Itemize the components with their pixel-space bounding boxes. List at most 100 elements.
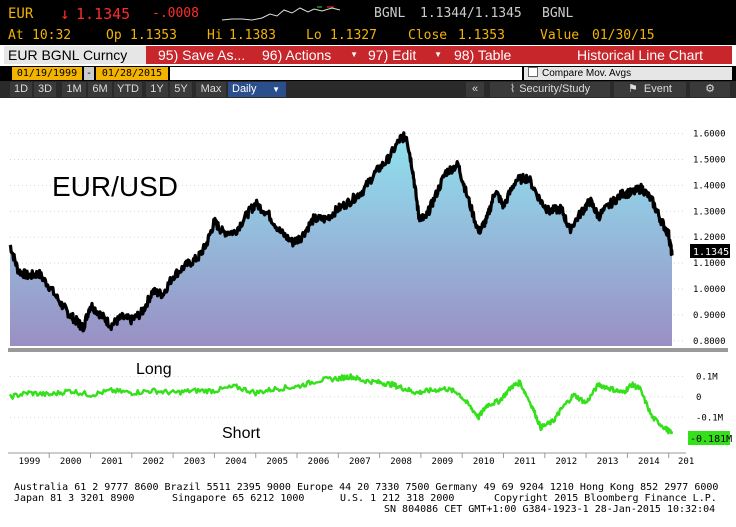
high-label: Hi (207, 28, 223, 43)
source-label-2: BGNL (542, 6, 574, 21)
footer-singapore: Singapore 65 6212 1000 (172, 493, 305, 504)
lower-y-tick-label: 0.1M (696, 372, 718, 382)
x-axis-year-label: 2012 (555, 457, 577, 464)
x-axis-year-label: 2011 (514, 457, 536, 464)
upper-y-tick-label: 1.5000 (693, 155, 726, 165)
period-6m[interactable]: 6M (88, 82, 112, 97)
lower-y-tick-label: 0 (696, 393, 701, 403)
frequency-dropdown[interactable]: Daily ▼ (228, 82, 286, 97)
date-separator: - (84, 67, 94, 80)
last-position-marker-label: -0.181M (690, 434, 732, 445)
date-spacer (170, 67, 522, 80)
period-1y[interactable]: 1Y (146, 82, 168, 97)
chart-type-title: Historical Line Chart (548, 46, 732, 64)
price-area-fill (10, 132, 672, 346)
end-date-field[interactable]: 01/28/2015 (96, 67, 168, 80)
last-price: 1.1345 (76, 5, 131, 23)
x-axis-year-label: 2013 (597, 457, 619, 464)
x-axis-year-label: 2002 (142, 457, 164, 464)
save-as-button[interactable]: 95) Save As... (146, 46, 266, 64)
security-study-button[interactable]: ⌇ Security/Study (490, 82, 610, 97)
x-axis-year-label: 2009 (432, 457, 454, 464)
period-1d[interactable]: 1D (10, 82, 32, 97)
close-value: 1.1353 (458, 28, 505, 43)
edit-dropdown-icon: ▼ (434, 50, 442, 59)
chart-svg[interactable]: EUR/USD 0.8000 0.9000 1.0000 1.1000 1.2000 1.… (0, 98, 736, 467)
bid-ask: 1.1344/1.1345 (420, 6, 522, 21)
period-5y[interactable]: 5Y (170, 82, 192, 97)
x-axis-year-label: 2008 (390, 457, 412, 464)
period-3d[interactable]: 3D (34, 82, 56, 97)
net-change: -.0008 (152, 6, 199, 21)
flag-icon: ⚑ (627, 83, 638, 95)
upper-y-tick-label: 1.0000 (693, 285, 726, 295)
frequency-label: Daily (232, 83, 257, 95)
x-axis-year-label: 2000 (60, 457, 82, 464)
open-value: 1.1353 (130, 28, 177, 43)
period-max[interactable]: Max (196, 82, 226, 97)
actions-menu[interactable]: 96) Actions ▼ (256, 46, 366, 64)
security-field-label: EUR BGNL Curncy (8, 47, 128, 63)
security-field[interactable]: EUR BGNL Curncy (4, 46, 146, 64)
upper-y-tick-label: 0.8000 (693, 337, 726, 347)
upper-y-tick-label: 1.6000 (693, 130, 726, 140)
positioning-line (8, 373, 674, 435)
source-label: BGNL (374, 6, 406, 21)
sparkline-icon (222, 6, 341, 21)
at-label: At (8, 28, 24, 43)
low-value: 1.1327 (330, 28, 377, 43)
high-value: 1.1383 (229, 28, 276, 43)
x-axis-year-label: 2004 (225, 457, 247, 464)
chart-title: EUR/USD (52, 171, 178, 202)
ticker: EUR (8, 6, 34, 22)
x-axis-year-label: 2003 (184, 457, 206, 464)
period-ytd[interactable]: YTD (114, 82, 142, 97)
table-label: 98) Table (454, 47, 512, 63)
quote-stats: At 10:32 Op 1.1353 Hi 1.1383 Lo 1.1327 C… (0, 28, 736, 45)
footer-japan: Japan 81 3 3201 8900 (14, 493, 135, 504)
footer-copyright: Copyright 2015 Bloomberg Finance L.P. (494, 493, 717, 504)
compare-checkbox[interactable] (528, 67, 538, 77)
x-axis-year-label: 2014 (638, 457, 660, 464)
save-as-label: 95) Save As... (158, 47, 246, 63)
date-range-row: 01/19/1999 - 01/28/2015 Compare Mov. Avg… (0, 66, 736, 81)
collapse-button[interactable]: « (466, 82, 484, 97)
upper-y-tick-label: 1.1000 (693, 259, 726, 269)
x-axis-year-label: 2010 (473, 457, 495, 464)
quote-header: EUR ↓ 1.1345 -.0008 BGNL 1.1344/1.1345 B… (0, 0, 736, 28)
settings-button[interactable]: ⚙ (690, 82, 730, 97)
short-label: Short (222, 425, 261, 442)
last-position-marker (688, 431, 730, 445)
table-button[interactable]: 98) Table (448, 46, 550, 64)
value-date: 01/30/15 (592, 28, 655, 43)
x-axis-year-label: 1999 (19, 457, 41, 464)
x-axis-year-label: 2007 (349, 457, 371, 464)
period-1m[interactable]: 1M (62, 82, 86, 97)
event-button[interactable]: ⚑ Event (614, 82, 686, 97)
x-axis-year-label: 2005 (266, 457, 288, 464)
down-arrow-icon: ↓ (60, 4, 70, 23)
start-date-field[interactable]: 01/19/1999 (12, 67, 82, 80)
compare-mov-avgs[interactable]: Compare Mov. Avgs (524, 67, 732, 80)
actions-dropdown-icon: ▼ (350, 50, 358, 59)
long-label: Long (136, 361, 172, 378)
edit-menu[interactable]: 97) Edit ▼ (362, 46, 450, 64)
value-date-label: Value (540, 28, 580, 43)
lower-y-tick-label: -0.1M (696, 413, 724, 423)
compare-label: Compare Mov. Avgs (542, 68, 632, 79)
pane-divider[interactable] (8, 348, 728, 352)
last-price-marker (690, 244, 730, 258)
upper-y-tick-label: 1.4000 (693, 181, 726, 191)
footer-session: SN 804086 CET GMT+1:00 G384-1923-1 28-Ja… (384, 504, 716, 515)
chart-line-icon: ⌇ (509, 83, 516, 95)
security-study-label: Security/Study (519, 83, 591, 95)
close-label: Close (408, 28, 448, 43)
gear-icon: ⚙ (705, 83, 715, 95)
last-price-marker-label: 1.1345 (693, 247, 729, 258)
x-axis-year-label: 201 (678, 457, 694, 464)
event-label: Event (643, 83, 672, 95)
period-toolbar: 1D 3D 1M 6M YTD 1Y 5Y Max Daily ▼ « ⌇ Secu… (0, 81, 736, 98)
edit-label: 97) Edit (368, 47, 417, 63)
low-label: Lo (306, 28, 322, 43)
